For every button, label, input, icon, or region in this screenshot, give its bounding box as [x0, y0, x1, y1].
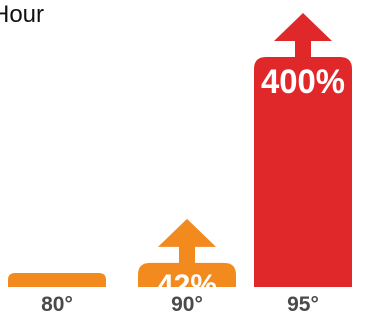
x-tick-label: 80° — [41, 293, 73, 316]
bar-value-label: 42% — [157, 269, 217, 302]
bar — [254, 57, 352, 287]
x-tick-label: 95° — [287, 293, 319, 316]
x-axis-ticks: 80° 90° 95° — [41, 293, 319, 316]
bar — [138, 262, 236, 287]
bars-layer — [8, 13, 352, 287]
labels-layer: 42% 400% — [157, 63, 345, 302]
up-arrow-icon — [158, 218, 216, 265]
bar — [8, 273, 106, 287]
chart-title: Hour — [0, 1, 44, 28]
x-tick-label: 90° — [171, 293, 203, 316]
bar-value-label: 400% — [261, 63, 345, 101]
up-arrow-icon — [274, 13, 332, 59]
